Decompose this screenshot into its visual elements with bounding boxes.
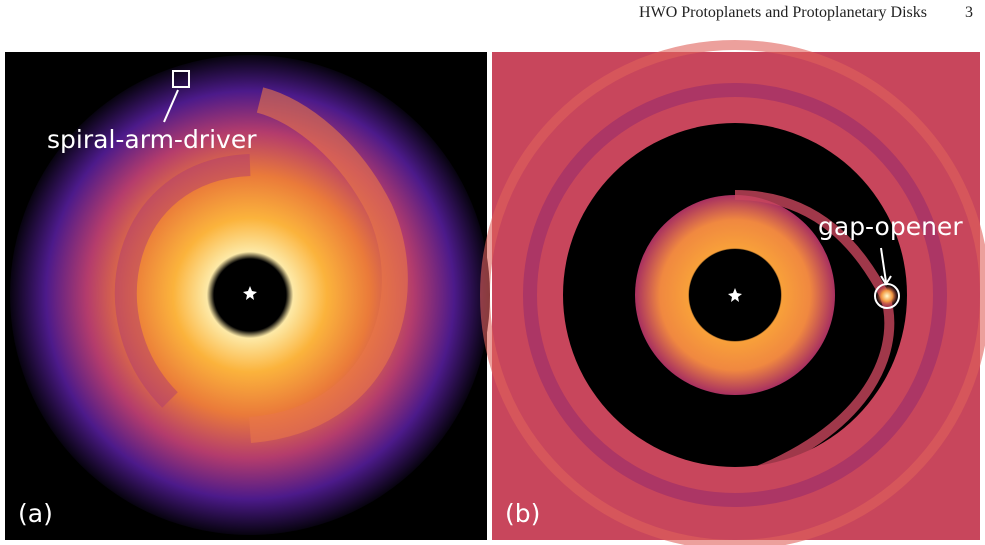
running-title: HWO Protoplanets and Protoplanetary Disk… (639, 4, 927, 21)
panel-label: (a) (18, 499, 53, 528)
panel-a: spiral-arm-driver (a) (5, 52, 490, 540)
panel-b: gap-opener (b) (480, 40, 985, 545)
panel-label: (b) (505, 499, 540, 528)
page-number: 3 (965, 4, 973, 21)
annotation: spiral-arm-driver (47, 125, 257, 154)
annotation: gap-opener (818, 212, 963, 241)
